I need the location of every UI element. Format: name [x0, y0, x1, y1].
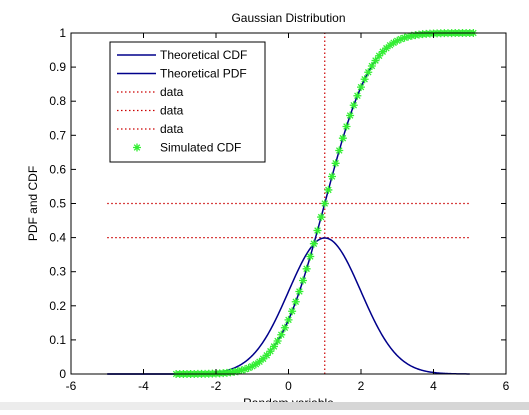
- x-tick-label: -2: [211, 379, 222, 393]
- legend-label: Theoretical PDF: [160, 67, 247, 81]
- legend-label: data: [160, 104, 184, 118]
- data-point: [317, 213, 326, 222]
- y-axis-label: PDF and CDF: [26, 166, 40, 241]
- data-point: [244, 363, 253, 372]
- data-point: [349, 101, 358, 110]
- y-tick-label: 1: [59, 26, 66, 40]
- data-point: [273, 336, 282, 345]
- legend-label: Theoretical CDF: [160, 48, 247, 62]
- data-point: [342, 122, 351, 131]
- x-tick-label: 2: [358, 379, 365, 393]
- data-point: [313, 226, 322, 235]
- data-point: [291, 297, 300, 306]
- data-point: [277, 330, 286, 339]
- data-point: [320, 199, 329, 208]
- data-point: [241, 365, 249, 374]
- series-line: [107, 237, 470, 375]
- data-point: [393, 36, 402, 45]
- y-tick-label: 0.6: [49, 162, 66, 176]
- data-point: [353, 91, 362, 100]
- data-point: [251, 360, 260, 369]
- y-tick-label: 0.7: [49, 128, 66, 142]
- legend-marker: [133, 143, 141, 152]
- data-point: [230, 367, 239, 376]
- data-point: [386, 41, 394, 50]
- legend: Theoretical CDF Theoretical PDF data data da…: [109, 41, 266, 163]
- data-point: [367, 62, 376, 71]
- x-tick-label: -6: [66, 379, 77, 393]
- y-tick-label: 0.5: [49, 197, 66, 211]
- data-point: [306, 252, 315, 261]
- data-point: [255, 357, 264, 366]
- data-point: [378, 47, 387, 56]
- data-point: [382, 44, 391, 53]
- data-point: [364, 68, 373, 77]
- data-point: [331, 159, 340, 168]
- data-point: [324, 185, 333, 194]
- data-point: [335, 146, 344, 155]
- chart-title: Gaussian Distribution: [231, 11, 345, 25]
- data-point: [248, 362, 257, 371]
- data-point: [328, 172, 336, 181]
- axis-ticks-layer: -6 -4 -2 0 2 4 6 0 0.1 0.2 0.3 0.4 0.5 0.6 0.7 0.8 0.9 1: [49, 26, 509, 393]
- y-tick-label: 0.9: [49, 60, 66, 74]
- data-point: [360, 75, 369, 84]
- x-tick-label: 4: [430, 379, 437, 393]
- x-tick-label: 6: [503, 379, 510, 393]
- data-point: [309, 239, 318, 248]
- data-point: [389, 38, 398, 47]
- status-strip-left: [0, 402, 270, 410]
- data-point: [237, 366, 246, 375]
- data-point: [407, 31, 416, 40]
- data-point: [375, 51, 384, 60]
- data-point: [280, 323, 289, 332]
- data-point: [284, 315, 293, 324]
- data-point: [400, 33, 409, 42]
- legend-label: data: [160, 122, 184, 136]
- data-point: [357, 83, 365, 92]
- data-point: [302, 264, 311, 273]
- data-point: [259, 354, 268, 363]
- data-point: [295, 287, 304, 296]
- data-point: [396, 35, 405, 44]
- data-point: [233, 367, 242, 376]
- y-tick-label: 0.1: [49, 333, 66, 347]
- y-tick-label: 0.2: [49, 299, 66, 313]
- y-tick-label: 0.4: [49, 231, 66, 245]
- data-point: [371, 56, 380, 65]
- y-tick-label: 0: [59, 367, 66, 381]
- data-point: [338, 134, 347, 143]
- x-tick-label: 0: [285, 379, 292, 393]
- legend-box: [109, 41, 266, 163]
- legend-label: data: [160, 85, 184, 99]
- data-point: [288, 307, 297, 316]
- y-tick-label: 0.3: [49, 265, 66, 279]
- data-point: [270, 342, 278, 351]
- legend-label: Simulated CDF: [160, 141, 241, 155]
- x-tick-label: -4: [138, 379, 149, 393]
- data-point: [404, 32, 413, 41]
- data-point: [266, 347, 275, 356]
- data-point: [262, 351, 271, 360]
- data-point: [346, 111, 355, 120]
- data-point: [299, 276, 307, 285]
- y-tick-label: 0.8: [49, 94, 66, 108]
